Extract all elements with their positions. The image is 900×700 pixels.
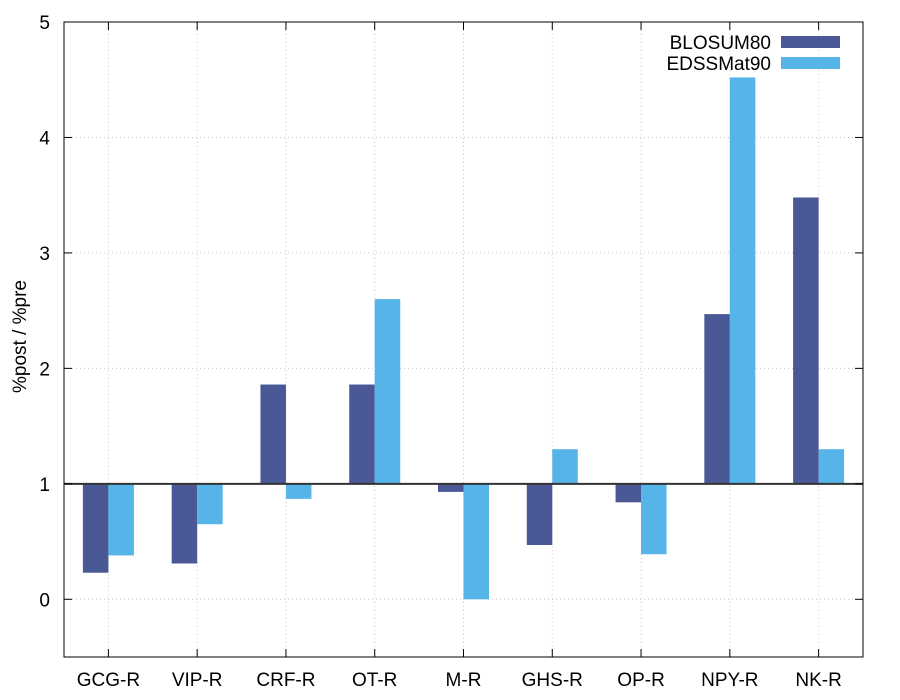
x-tick-label: CRF-R xyxy=(256,670,315,691)
bar-blosum80-gcg-r xyxy=(82,483,109,573)
legend-swatch xyxy=(781,36,840,48)
legend-swatch xyxy=(781,57,840,69)
y-tick-label: 0 xyxy=(39,590,50,611)
y-tick-label: 5 xyxy=(39,13,50,34)
x-tick-label: OT-R xyxy=(352,670,397,691)
bar-edssmat90-m-r xyxy=(463,483,489,600)
y-tick-label: 1 xyxy=(39,475,50,496)
y-tick-label: 2 xyxy=(39,359,50,380)
bar-edssmat90-vip-r xyxy=(197,483,223,525)
x-tick-label: GHS-R xyxy=(522,670,583,691)
x-tick-label: GCG-R xyxy=(77,670,140,691)
legend-label: BLOSUM80 xyxy=(670,33,771,54)
x-tick-label: NK-R xyxy=(795,670,841,691)
axis-ticks: 0 1 2 3 4 5 GCG-R VIP-R CRF-R OT-R M-R GHS-R OP-R NPY… xyxy=(39,13,863,691)
y-tick-label: 3 xyxy=(39,244,50,265)
bar-blosum80-op-r xyxy=(615,483,642,503)
bar-edssmat90-ot-r xyxy=(374,299,401,484)
legend-label: EDSSMat90 xyxy=(666,54,771,75)
x-tick-label: OP-R xyxy=(617,670,665,691)
x-tick-label: M-R xyxy=(446,670,482,691)
bar-edssmat90-npy-r xyxy=(729,77,756,484)
bar-blosum80-nk-r xyxy=(793,197,819,484)
bar-blosum80-npy-r xyxy=(704,314,730,484)
bar-blosum80-vip-r xyxy=(171,483,198,564)
x-tick-label: VIP-R xyxy=(172,670,223,691)
bar-edssmat90-op-r xyxy=(641,483,667,555)
bar-blosum80-m-r xyxy=(438,483,464,492)
x-tick-label: NPY-R xyxy=(701,670,758,691)
bar-edssmat90-crf-r xyxy=(285,483,312,499)
bars xyxy=(82,77,845,600)
bar-edssmat90-gcg-r xyxy=(108,483,134,556)
bar-edssmat90-ghs-r xyxy=(552,449,578,484)
bar-blosum80-crf-r xyxy=(260,384,286,484)
bar-blosum80-ot-r xyxy=(349,384,375,484)
y-axis-label: %post / %pre xyxy=(10,280,31,393)
y-tick-label: 4 xyxy=(39,128,50,149)
bar-blosum80-ghs-r xyxy=(526,483,553,546)
bar-edssmat90-nk-r xyxy=(818,449,845,484)
